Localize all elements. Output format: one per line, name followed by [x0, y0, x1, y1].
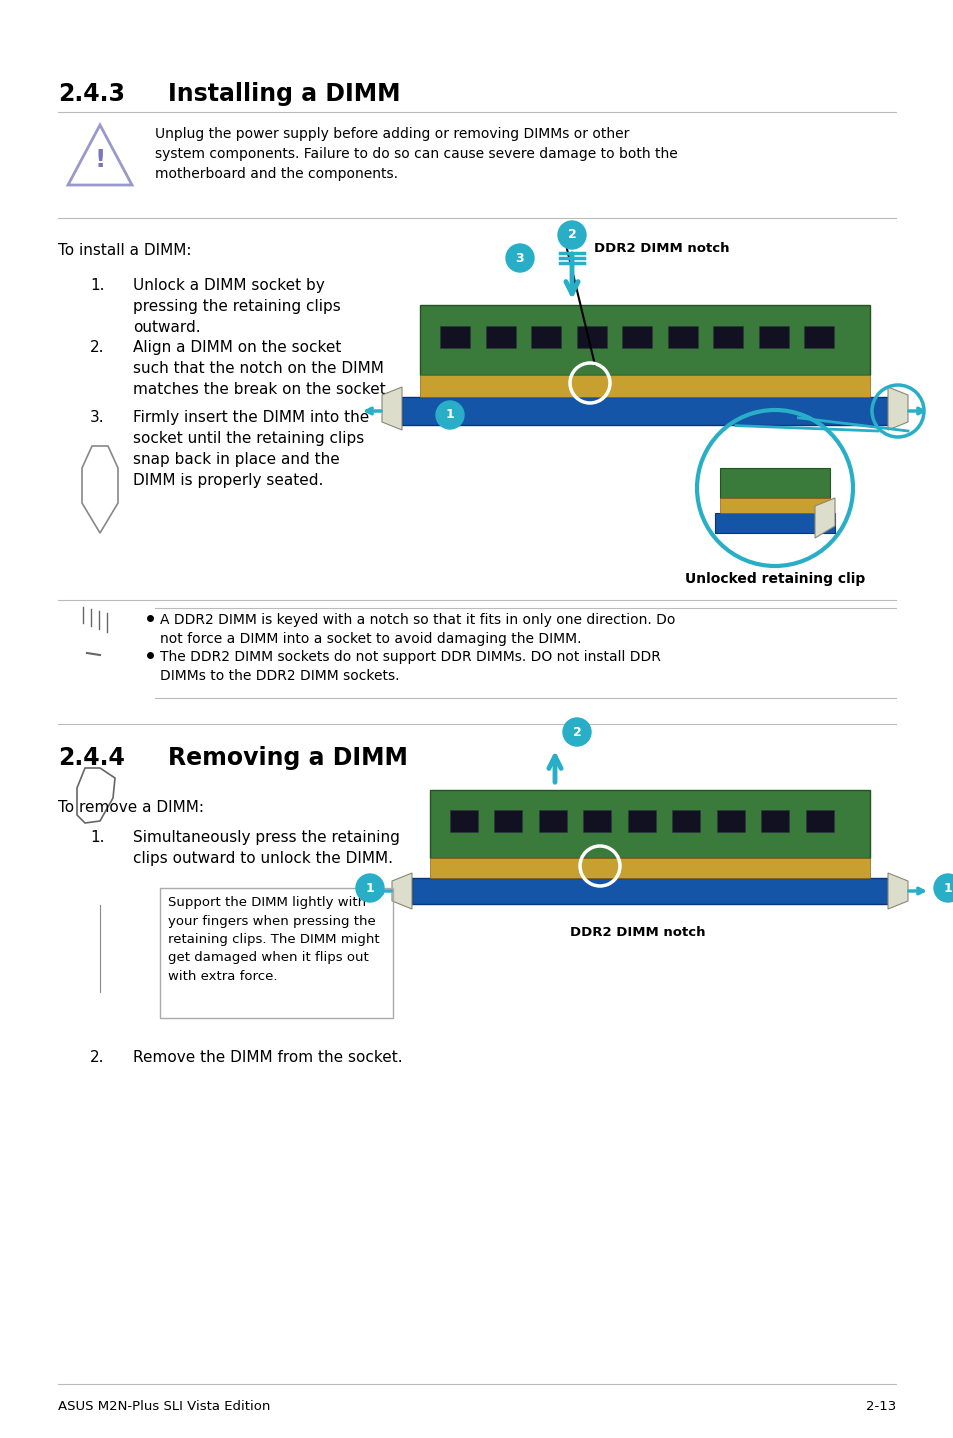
Polygon shape	[887, 873, 907, 909]
Text: 1: 1	[943, 881, 951, 894]
Text: Unlocked retaining clip: Unlocked retaining clip	[684, 572, 864, 587]
FancyBboxPatch shape	[439, 325, 470, 348]
Circle shape	[558, 221, 585, 249]
Circle shape	[933, 874, 953, 902]
Text: 2: 2	[572, 726, 580, 739]
Text: 2.: 2.	[90, 1050, 105, 1066]
Text: 1.: 1.	[90, 278, 105, 293]
Polygon shape	[392, 873, 412, 909]
FancyBboxPatch shape	[419, 305, 869, 375]
Text: ASUS M2N-Plus SLI Vista Edition: ASUS M2N-Plus SLI Vista Edition	[58, 1401, 270, 1414]
Text: To install a DIMM:: To install a DIMM:	[58, 243, 192, 257]
FancyBboxPatch shape	[412, 879, 887, 905]
FancyBboxPatch shape	[716, 810, 744, 831]
FancyBboxPatch shape	[627, 810, 655, 831]
FancyBboxPatch shape	[803, 325, 834, 348]
FancyBboxPatch shape	[576, 325, 606, 348]
FancyBboxPatch shape	[485, 325, 515, 348]
Text: DDR2 DIMM notch: DDR2 DIMM notch	[569, 926, 705, 939]
Text: 1.: 1.	[90, 830, 105, 846]
FancyBboxPatch shape	[758, 325, 788, 348]
Text: 2: 2	[567, 229, 576, 242]
Text: Remove the DIMM from the socket.: Remove the DIMM from the socket.	[132, 1050, 402, 1066]
Text: Firmly insert the DIMM into the
socket until the retaining clips
snap back in pl: Firmly insert the DIMM into the socket u…	[132, 410, 369, 487]
FancyBboxPatch shape	[531, 325, 560, 348]
FancyBboxPatch shape	[713, 325, 742, 348]
Text: !: !	[94, 148, 106, 171]
Circle shape	[505, 244, 534, 272]
FancyBboxPatch shape	[720, 498, 829, 513]
FancyBboxPatch shape	[720, 467, 829, 498]
Text: Unlock a DIMM socket by
pressing the retaining clips
outward.: Unlock a DIMM socket by pressing the ret…	[132, 278, 340, 335]
Text: 2.: 2.	[90, 339, 105, 355]
Text: 3.: 3.	[90, 410, 105, 426]
Circle shape	[355, 874, 384, 902]
Polygon shape	[814, 498, 834, 538]
Text: 2.4.4: 2.4.4	[58, 746, 125, 769]
Text: 2-13: 2-13	[864, 1401, 895, 1414]
FancyBboxPatch shape	[667, 325, 697, 348]
Text: 1: 1	[445, 408, 454, 421]
FancyBboxPatch shape	[804, 810, 833, 831]
FancyBboxPatch shape	[401, 397, 887, 426]
Text: Installing a DIMM: Installing a DIMM	[168, 82, 400, 106]
FancyBboxPatch shape	[494, 810, 522, 831]
FancyBboxPatch shape	[419, 375, 869, 397]
Text: 1: 1	[365, 881, 374, 894]
FancyBboxPatch shape	[450, 810, 477, 831]
Text: Support the DIMM lightly with
your fingers when pressing the
retaining clips. Th: Support the DIMM lightly with your finge…	[168, 896, 379, 984]
Text: DDR2 DIMM notch: DDR2 DIMM notch	[594, 242, 729, 255]
Text: A DDR2 DIMM is keyed with a notch so that it fits in only one direction. Do
not : A DDR2 DIMM is keyed with a notch so tha…	[160, 613, 675, 647]
Text: Simultaneously press the retaining
clips outward to unlock the DIMM.: Simultaneously press the retaining clips…	[132, 830, 399, 866]
Text: 3: 3	[516, 252, 524, 265]
FancyBboxPatch shape	[430, 858, 869, 879]
FancyBboxPatch shape	[538, 810, 566, 831]
Polygon shape	[381, 387, 401, 430]
FancyBboxPatch shape	[760, 810, 788, 831]
Text: To remove a DIMM:: To remove a DIMM:	[58, 800, 204, 815]
FancyBboxPatch shape	[430, 789, 869, 858]
Text: Align a DIMM on the socket
such that the notch on the DIMM
matches the break on : Align a DIMM on the socket such that the…	[132, 339, 390, 397]
Polygon shape	[887, 387, 907, 430]
FancyBboxPatch shape	[672, 810, 700, 831]
Circle shape	[562, 718, 590, 746]
Text: Removing a DIMM: Removing a DIMM	[168, 746, 408, 769]
Text: The DDR2 DIMM sockets do not support DDR DIMMs. DO not install DDR
DIMMs to the : The DDR2 DIMM sockets do not support DDR…	[160, 650, 660, 683]
FancyBboxPatch shape	[714, 513, 834, 533]
FancyBboxPatch shape	[582, 810, 611, 831]
FancyBboxPatch shape	[621, 325, 652, 348]
Text: 2.4.3: 2.4.3	[58, 82, 125, 106]
Circle shape	[436, 401, 463, 429]
Text: Unplug the power supply before adding or removing DIMMs or other
system componen: Unplug the power supply before adding or…	[154, 127, 677, 181]
